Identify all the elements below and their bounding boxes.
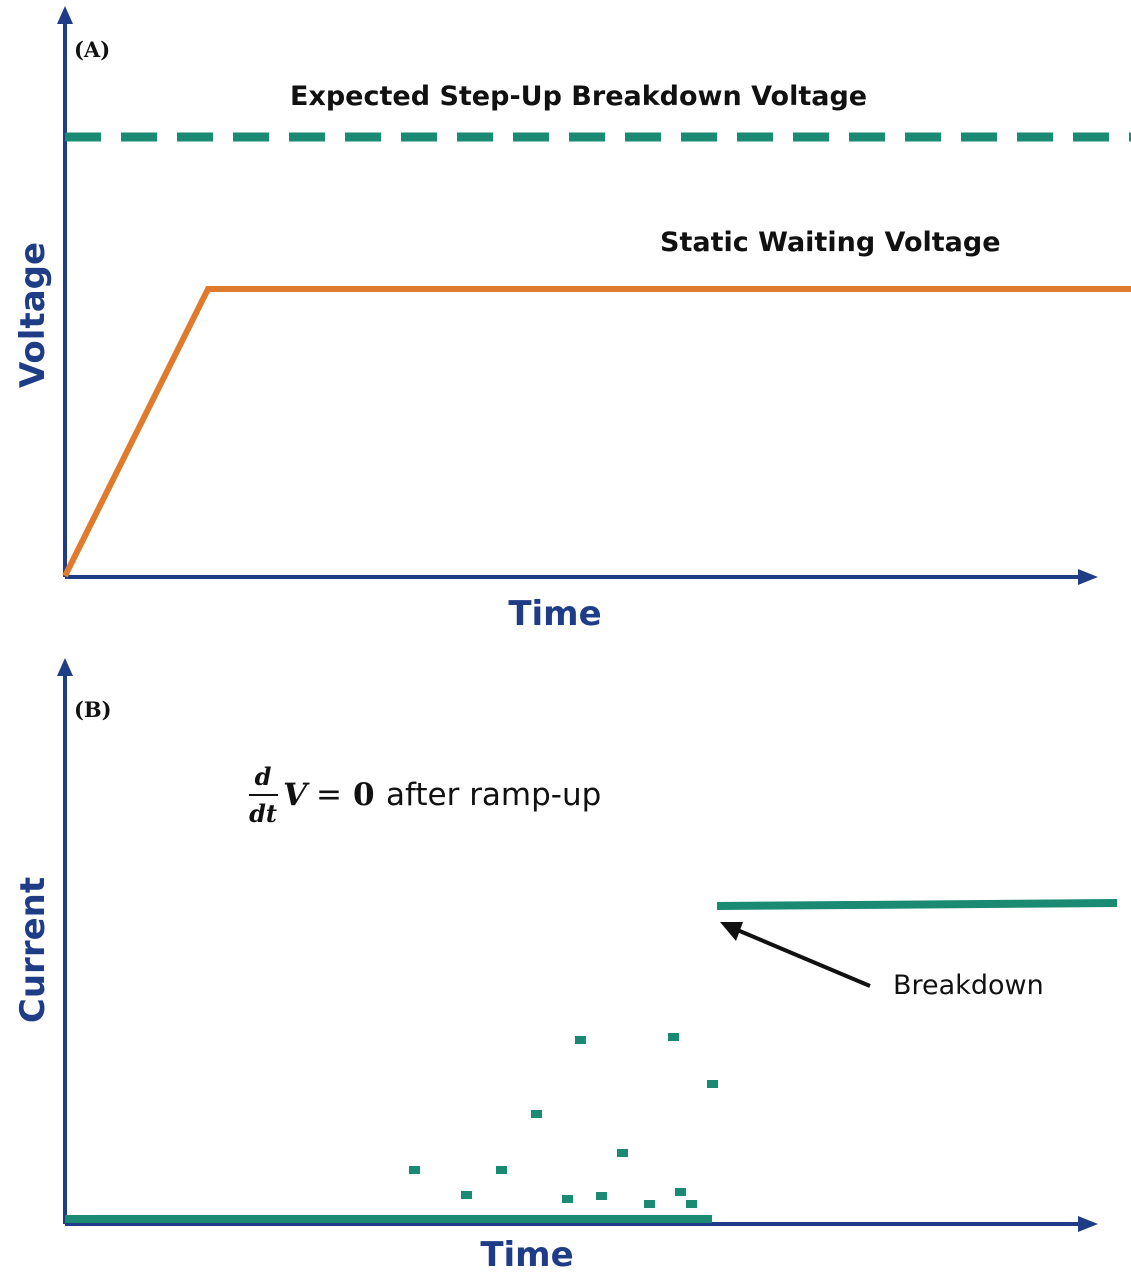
breakdown-label: Breakdown — [893, 970, 1044, 1001]
equation: d dt V = 0 after ramp-up — [249, 762, 601, 828]
current-spike — [686, 1200, 697, 1208]
current-spike — [496, 1166, 507, 1174]
arrow-right-icon — [1078, 1216, 1098, 1232]
panel-a-y-label: Voltage — [13, 242, 53, 388]
equation-denominator: dt — [249, 799, 277, 828]
voltage-curve — [62, 286, 1131, 578]
current-spike — [675, 1188, 686, 1196]
current-spike — [409, 1166, 420, 1174]
arrow-right-icon — [1078, 569, 1098, 585]
current-spike — [596, 1192, 607, 1200]
panel-b-y-label: Current — [13, 877, 53, 1023]
panel-a: (A) Voltage Time Expected Step-Up Breakd… — [13, 6, 1131, 634]
equation-suffix: after ramp-up — [386, 777, 601, 813]
equation-equals: = — [316, 777, 342, 813]
current-spike — [562, 1195, 573, 1203]
current-spike — [575, 1036, 586, 1044]
arrow-pointer-icon — [720, 922, 871, 988]
panel-a-label: (A) — [74, 37, 110, 62]
equation-zero: 0 — [353, 777, 375, 813]
breakdown-current-line — [716, 899, 1118, 910]
equation-variable: V — [283, 777, 310, 813]
panel-b-x-label: Time — [480, 1235, 573, 1273]
equation-numerator: d — [255, 762, 272, 791]
panel-b: (B) Current Time d dt V = 0 after ramp-u… — [13, 658, 1118, 1273]
current-spike — [644, 1200, 655, 1208]
static-voltage-label: Static Waiting Voltage — [660, 227, 1001, 258]
current-spike — [617, 1149, 628, 1157]
current-spike — [668, 1033, 679, 1041]
current-spikes — [409, 1033, 718, 1208]
panel-a-x-label: Time — [508, 594, 601, 634]
current-spike — [531, 1110, 542, 1118]
breakdown-voltage-label: Expected Step-Up Breakdown Voltage — [290, 81, 867, 112]
current-spike — [461, 1191, 472, 1199]
arrow-up-icon — [57, 6, 73, 24]
panel-b-label: (B) — [74, 697, 112, 722]
arrow-up-icon — [57, 658, 73, 676]
current-spike — [707, 1080, 718, 1088]
